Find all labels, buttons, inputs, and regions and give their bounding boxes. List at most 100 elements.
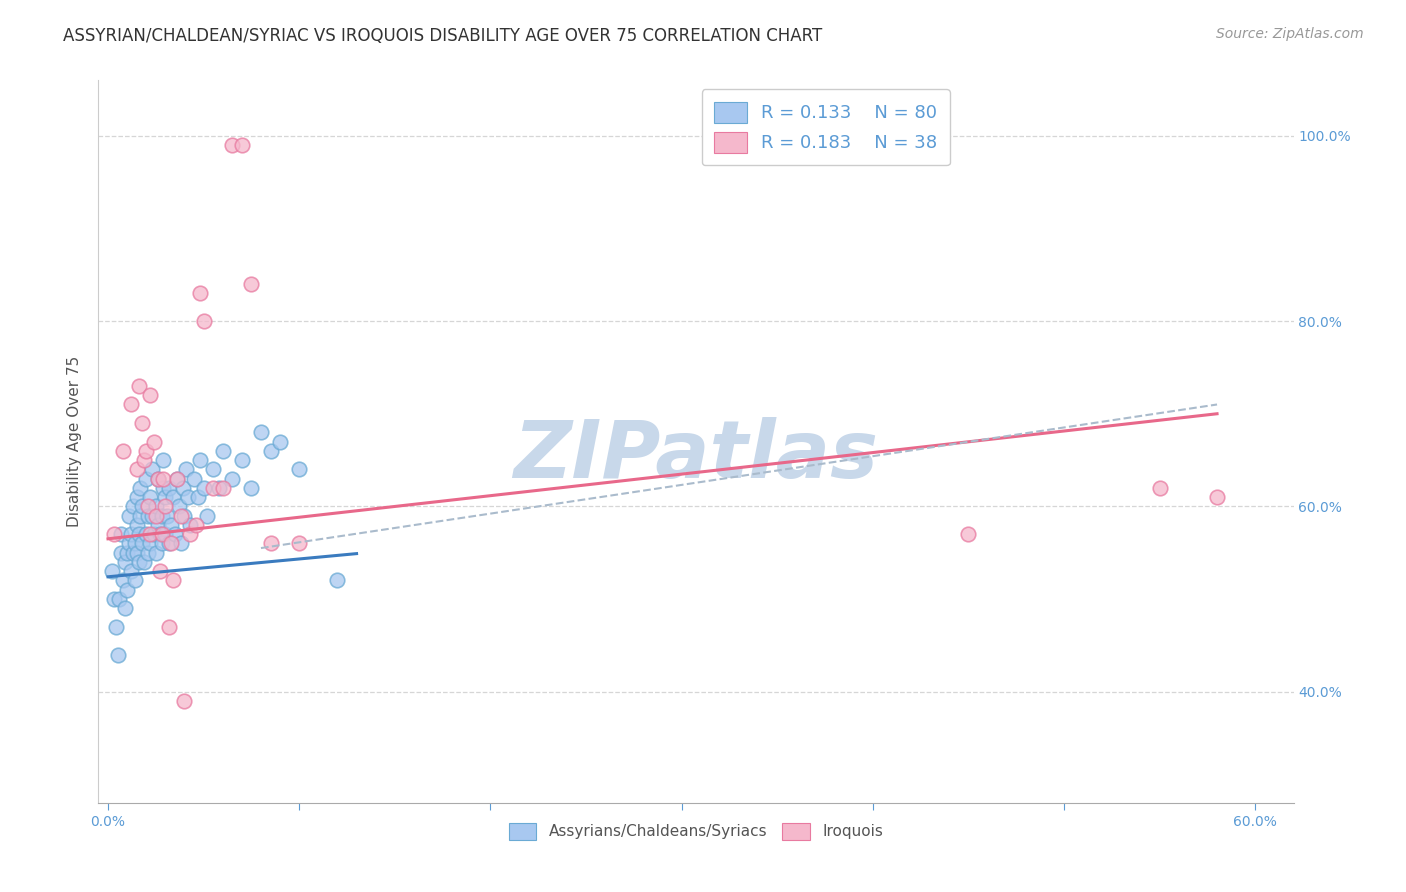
Point [136, 500, 159, 514]
Point [188, 286, 211, 301]
Point [146, 517, 169, 532]
Point [136, 546, 159, 560]
Point [183, 472, 205, 486]
Text: ZIPatlas: ZIPatlas [513, 417, 879, 495]
Point [142, 434, 165, 449]
Point [202, 462, 225, 476]
Point [152, 481, 174, 495]
Point [211, 481, 233, 495]
Point [120, 397, 142, 411]
Point [101, 564, 124, 578]
Point [152, 472, 174, 486]
Point [112, 574, 135, 588]
Point [108, 592, 131, 607]
Point [121, 500, 143, 514]
Point [145, 500, 167, 514]
Point [142, 527, 165, 541]
Point [141, 508, 163, 523]
Point [155, 490, 177, 504]
Point [103, 592, 125, 607]
Point [131, 500, 153, 514]
Point [115, 582, 138, 597]
Point [240, 481, 263, 495]
Point [125, 490, 148, 504]
Point [288, 462, 311, 476]
Point [134, 453, 156, 467]
Point [231, 453, 253, 467]
Point [120, 527, 142, 541]
Point [202, 481, 225, 495]
Point [326, 574, 349, 588]
Point [221, 472, 243, 486]
Point [131, 416, 153, 430]
Point [184, 517, 207, 532]
Point [145, 508, 167, 523]
Point [166, 472, 188, 486]
Point [187, 490, 209, 504]
Point [197, 508, 219, 523]
Point [110, 546, 132, 560]
Point [139, 527, 162, 541]
Point [120, 564, 142, 578]
Point [166, 472, 188, 486]
Point [129, 508, 152, 523]
Point [177, 490, 200, 504]
Point [169, 508, 191, 523]
Point [141, 462, 163, 476]
Point [135, 527, 157, 541]
Point [160, 517, 183, 532]
Point [114, 555, 136, 569]
Point [131, 536, 153, 550]
Point [231, 138, 253, 153]
Point [221, 138, 243, 153]
Point [176, 462, 198, 476]
Point [179, 527, 201, 541]
Point [110, 527, 132, 541]
Point [118, 536, 141, 550]
Point [155, 527, 177, 541]
Point [150, 508, 173, 523]
Point [259, 536, 281, 550]
Point [121, 546, 143, 560]
Point [146, 472, 169, 486]
Point [155, 500, 177, 514]
Point [169, 536, 191, 550]
Point [157, 481, 180, 495]
Point [163, 527, 186, 541]
Point [1206, 490, 1229, 504]
Point [136, 508, 159, 523]
Text: ASSYRIAN/CHALDEAN/SYRIAC VS IROQUOIS DISABILITY AGE OVER 75 CORRELATION CHART: ASSYRIAN/CHALDEAN/SYRIAC VS IROQUOIS DIS… [63, 27, 823, 45]
Point [250, 425, 273, 440]
Point [149, 564, 172, 578]
Point [172, 481, 194, 495]
Point [188, 453, 211, 467]
Point [1149, 481, 1171, 495]
Point [128, 527, 150, 541]
Point [156, 508, 179, 523]
Point [259, 443, 281, 458]
Point [173, 508, 195, 523]
Point [162, 574, 184, 588]
Point [139, 388, 162, 402]
Point [107, 648, 129, 662]
Text: Source: ZipAtlas.com: Source: ZipAtlas.com [1216, 27, 1364, 41]
Point [162, 490, 184, 504]
Point [104, 620, 127, 634]
Point [149, 527, 172, 541]
Point [125, 517, 148, 532]
Point [208, 481, 231, 495]
Point [112, 443, 135, 458]
Point [125, 462, 148, 476]
Point [157, 536, 180, 550]
Point [150, 536, 173, 550]
Point [145, 546, 167, 560]
Point [193, 481, 215, 495]
Point [288, 536, 311, 550]
Point [134, 555, 156, 569]
Legend: Assyrians/Chaldeans/Syriacs, Iroquois: Assyrians/Chaldeans/Syriacs, Iroquois [499, 814, 893, 849]
Point [157, 620, 180, 634]
Point [240, 277, 263, 291]
Point [957, 527, 980, 541]
Point [152, 453, 174, 467]
Point [139, 490, 162, 504]
